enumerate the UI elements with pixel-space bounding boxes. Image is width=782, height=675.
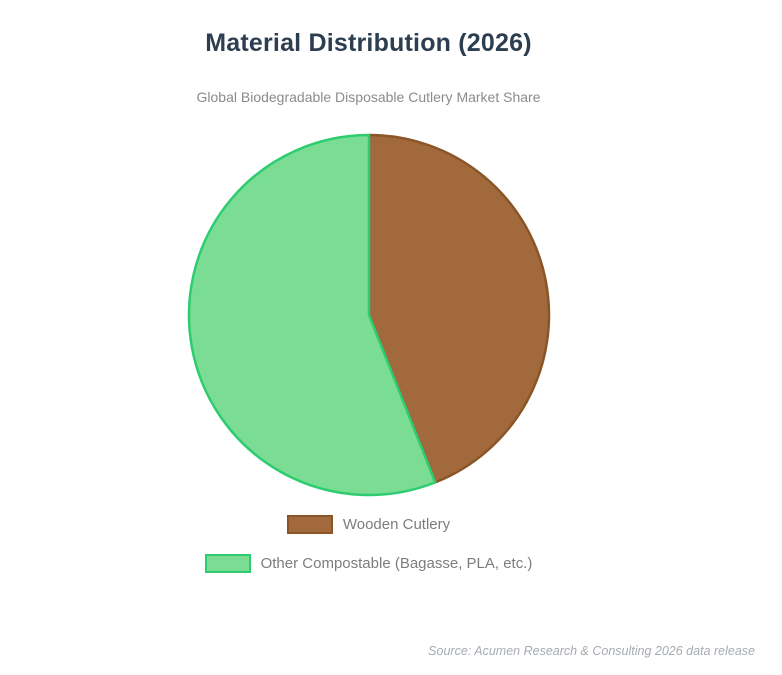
legend-item-other-compostable: Other Compostable (Bagasse, PLA, etc.)	[204, 554, 533, 573]
pie-slice-0	[367, 133, 550, 484]
legend-swatch-other-compostable	[204, 554, 251, 573]
pie-chart	[187, 133, 550, 497]
legend-label-other-compostable: Other Compostable (Bagasse, PLA, etc.)	[260, 555, 533, 572]
source-attribution: Source: Acumen Research & Consulting 202…	[428, 644, 755, 658]
legend-item-wooden-cutlery: Wooden Cutlery	[286, 515, 451, 534]
legend-swatch-wooden-cutlery	[286, 515, 333, 534]
pie-slice-1	[187, 133, 437, 497]
chart-card: Material Distribution (2026) Global Biod…	[0, 28, 737, 573]
legend-label-wooden-cutlery: Wooden Cutlery	[342, 516, 451, 533]
chart-title: Material Distribution (2026)	[205, 29, 532, 57]
pie-chart-area	[0, 133, 737, 497]
chart-subtitle: Global Biodegradable Disposable Cutlery …	[196, 89, 541, 105]
legend: Wooden Cutlery Other Compostable (Bagass…	[0, 515, 737, 573]
